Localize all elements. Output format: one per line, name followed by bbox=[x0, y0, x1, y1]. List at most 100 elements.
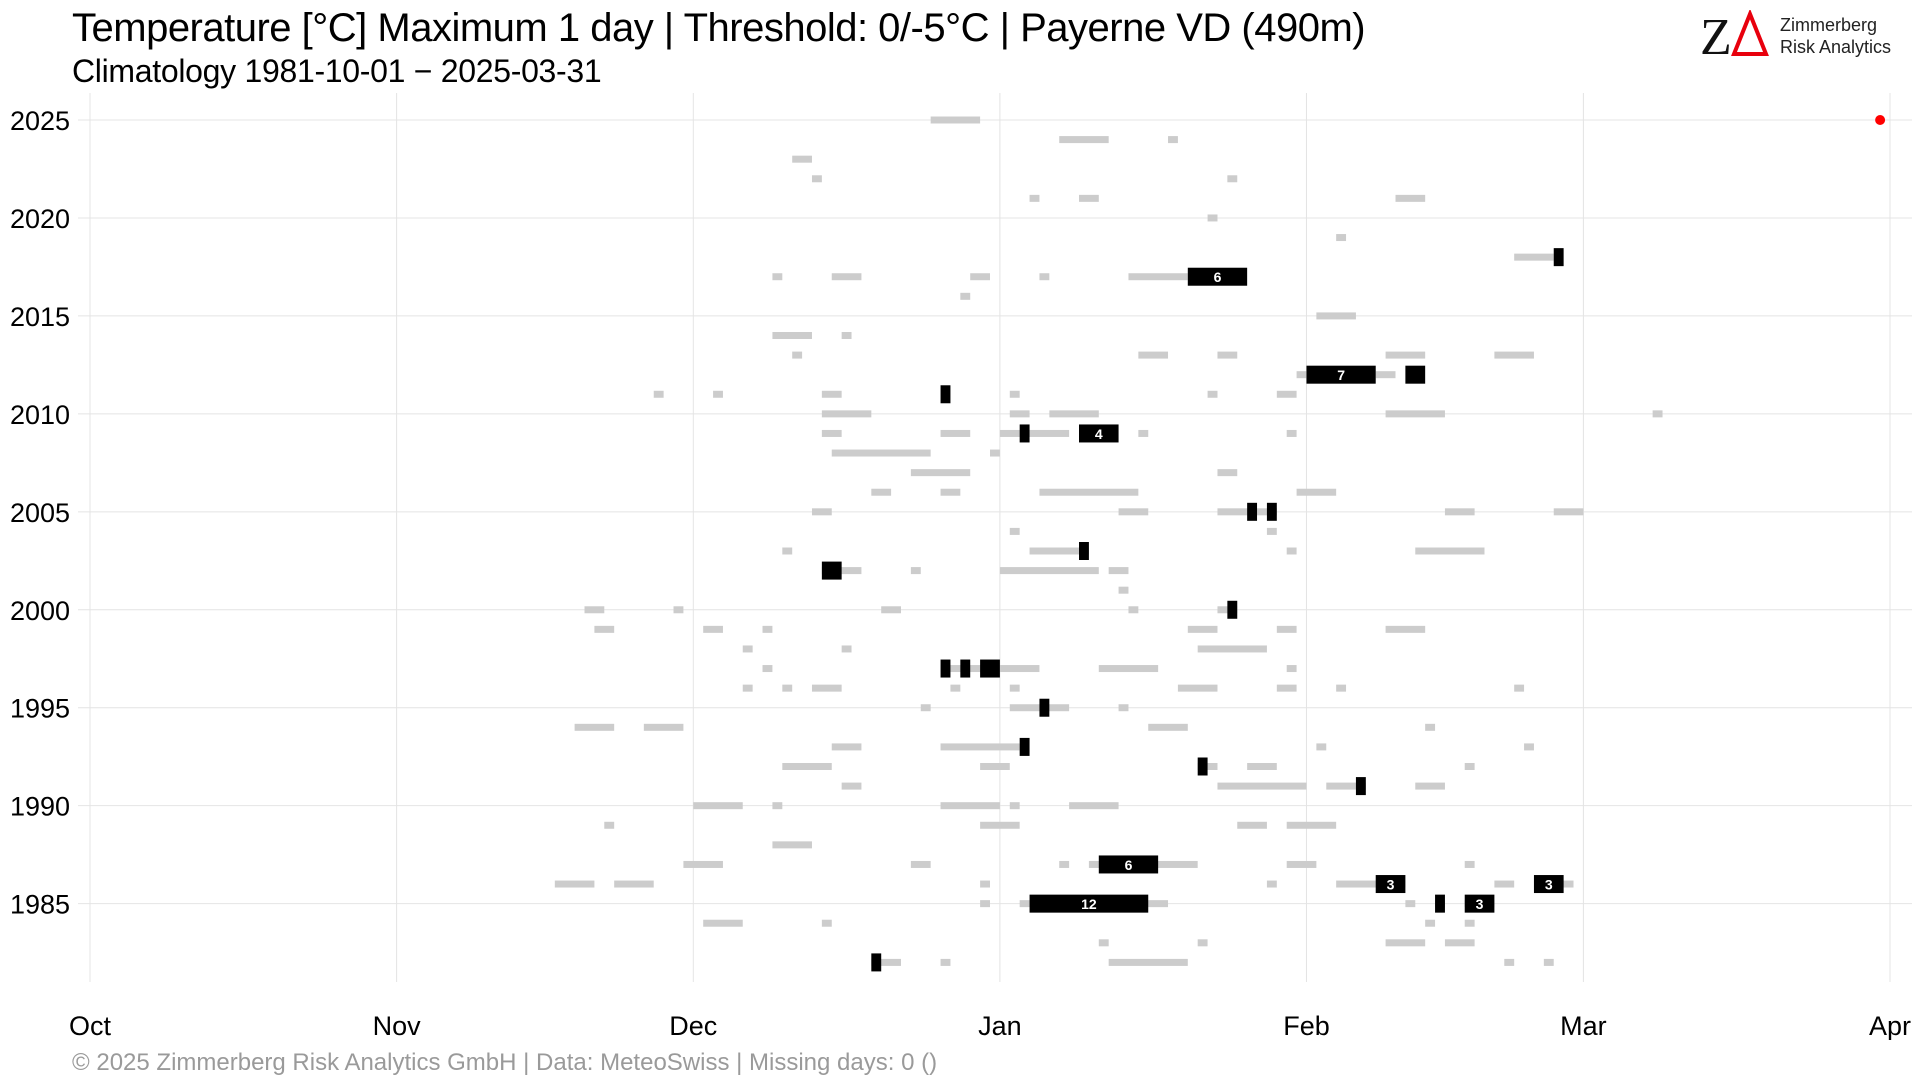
dark-day-run bbox=[960, 659, 971, 678]
light-day-run bbox=[940, 802, 1000, 810]
light-day-run bbox=[1316, 743, 1327, 751]
light-day-run bbox=[1464, 763, 1475, 770]
copyright-footer: © 2025 Zimmerberg Risk Analytics GmbH | … bbox=[72, 1049, 938, 1076]
light-day-run bbox=[1128, 606, 1139, 614]
light-day-run bbox=[1108, 567, 1129, 575]
dark-day-run bbox=[1355, 777, 1366, 796]
light-day-run bbox=[811, 175, 822, 183]
light-day-run bbox=[910, 469, 971, 477]
light-day-run bbox=[910, 860, 931, 868]
light-day-run bbox=[1385, 410, 1445, 418]
dark-day-run bbox=[1405, 365, 1426, 384]
light-day-run bbox=[980, 763, 1010, 770]
light-day-run bbox=[881, 606, 901, 614]
run-length-label: 6 bbox=[1214, 269, 1222, 285]
light-day-run bbox=[1217, 351, 1238, 359]
light-day-run bbox=[1009, 684, 1020, 692]
light-day-run bbox=[1336, 880, 1406, 888]
dark-day-run bbox=[1464, 894, 1495, 913]
light-day-run bbox=[940, 488, 961, 496]
light-day-run bbox=[673, 606, 684, 614]
light-day-run bbox=[1207, 390, 1218, 398]
light-day-run bbox=[1524, 743, 1534, 751]
light-day-run bbox=[742, 645, 753, 653]
light-day-run bbox=[614, 880, 654, 888]
light-day-run bbox=[782, 547, 793, 555]
light-day-run bbox=[792, 155, 812, 163]
chart-title: Temperature [°C] Maximum 1 day | Thresho… bbox=[72, 6, 1366, 50]
light-day-run bbox=[1286, 429, 1297, 437]
light-day-run bbox=[584, 606, 605, 614]
light-day-run bbox=[831, 743, 862, 751]
light-day-run bbox=[940, 743, 1020, 751]
light-day-run bbox=[1286, 547, 1297, 555]
light-day-run bbox=[970, 273, 990, 281]
light-day-run bbox=[772, 332, 812, 339]
run-length-label: 7 bbox=[1337, 367, 1345, 383]
dark-day-run bbox=[1197, 757, 1208, 776]
light-day-run bbox=[782, 684, 793, 692]
run-length-label: 4 bbox=[1095, 426, 1103, 442]
dark-day-run bbox=[1435, 894, 1445, 913]
y-tick-label: 2015 bbox=[10, 302, 70, 332]
light-day-run bbox=[1652, 410, 1663, 418]
light-day-run bbox=[811, 508, 832, 516]
light-day-run bbox=[821, 919, 832, 927]
timeline-chart: 6 7 4 6 3 3 12 3 1985 1990 1995 2000 2005 2010 2015 202… bbox=[10, 93, 1912, 1040]
light-day-run bbox=[1464, 860, 1475, 868]
light-day-run bbox=[1237, 821, 1267, 829]
light-day-run bbox=[910, 567, 921, 575]
light-day-run bbox=[1009, 802, 1020, 810]
light-day-run bbox=[1286, 821, 1337, 829]
dark-day-run bbox=[1553, 248, 1564, 267]
light-day-run bbox=[1148, 723, 1188, 731]
light-day-run bbox=[1217, 782, 1307, 790]
light-day-run bbox=[1336, 234, 1347, 242]
light-day-run bbox=[1197, 939, 1208, 947]
logo-text-line1: Zimmerberg bbox=[1780, 15, 1878, 35]
light-day-run bbox=[1197, 645, 1267, 653]
light-day-run bbox=[1079, 194, 1099, 202]
light-day-run bbox=[990, 449, 1000, 457]
light-day-run bbox=[1543, 958, 1554, 966]
light-day-run bbox=[1069, 802, 1119, 810]
light-day-run bbox=[831, 273, 862, 281]
run-length-label: 3 bbox=[1476, 896, 1484, 912]
light-day-run bbox=[1118, 704, 1129, 712]
light-day-run bbox=[1425, 723, 1436, 731]
light-day-run bbox=[772, 802, 783, 810]
light-day-run bbox=[574, 723, 615, 731]
light-day-run bbox=[960, 292, 971, 300]
light-day-run bbox=[1415, 782, 1445, 790]
light-day-run bbox=[703, 625, 723, 633]
light-day-run bbox=[871, 958, 901, 966]
light-day-run bbox=[1187, 625, 1218, 633]
dark-day-run bbox=[1039, 698, 1050, 717]
dark-day-run bbox=[1019, 424, 1030, 443]
light-day-run bbox=[1276, 390, 1297, 398]
light-day-run bbox=[1128, 273, 1188, 281]
light-day-run bbox=[841, 645, 852, 653]
light-day-run bbox=[1444, 939, 1475, 947]
light-day-run bbox=[1494, 351, 1534, 359]
light-day-run bbox=[1098, 665, 1159, 673]
dark-day-run bbox=[871, 953, 882, 972]
light-day-run bbox=[1425, 919, 1436, 927]
light-day-run bbox=[782, 763, 832, 770]
x-tick-label: Oct bbox=[69, 1011, 112, 1040]
light-day-run bbox=[1168, 136, 1178, 144]
light-day-run bbox=[1336, 684, 1347, 692]
current-day-marker bbox=[1875, 115, 1886, 125]
light-day-run bbox=[1316, 312, 1356, 320]
light-day-run bbox=[792, 351, 803, 359]
light-day-run bbox=[920, 704, 931, 712]
light-day-run bbox=[1464, 919, 1475, 927]
light-day-run bbox=[1138, 351, 1169, 359]
light-day-run bbox=[1286, 860, 1317, 868]
dark-day-run bbox=[1266, 502, 1277, 521]
light-day-run bbox=[1138, 429, 1149, 437]
light-day-run bbox=[1266, 527, 1277, 535]
light-day-run bbox=[1217, 469, 1238, 477]
light-day-run bbox=[841, 332, 852, 339]
y-tick-label: 1990 bbox=[10, 792, 70, 822]
